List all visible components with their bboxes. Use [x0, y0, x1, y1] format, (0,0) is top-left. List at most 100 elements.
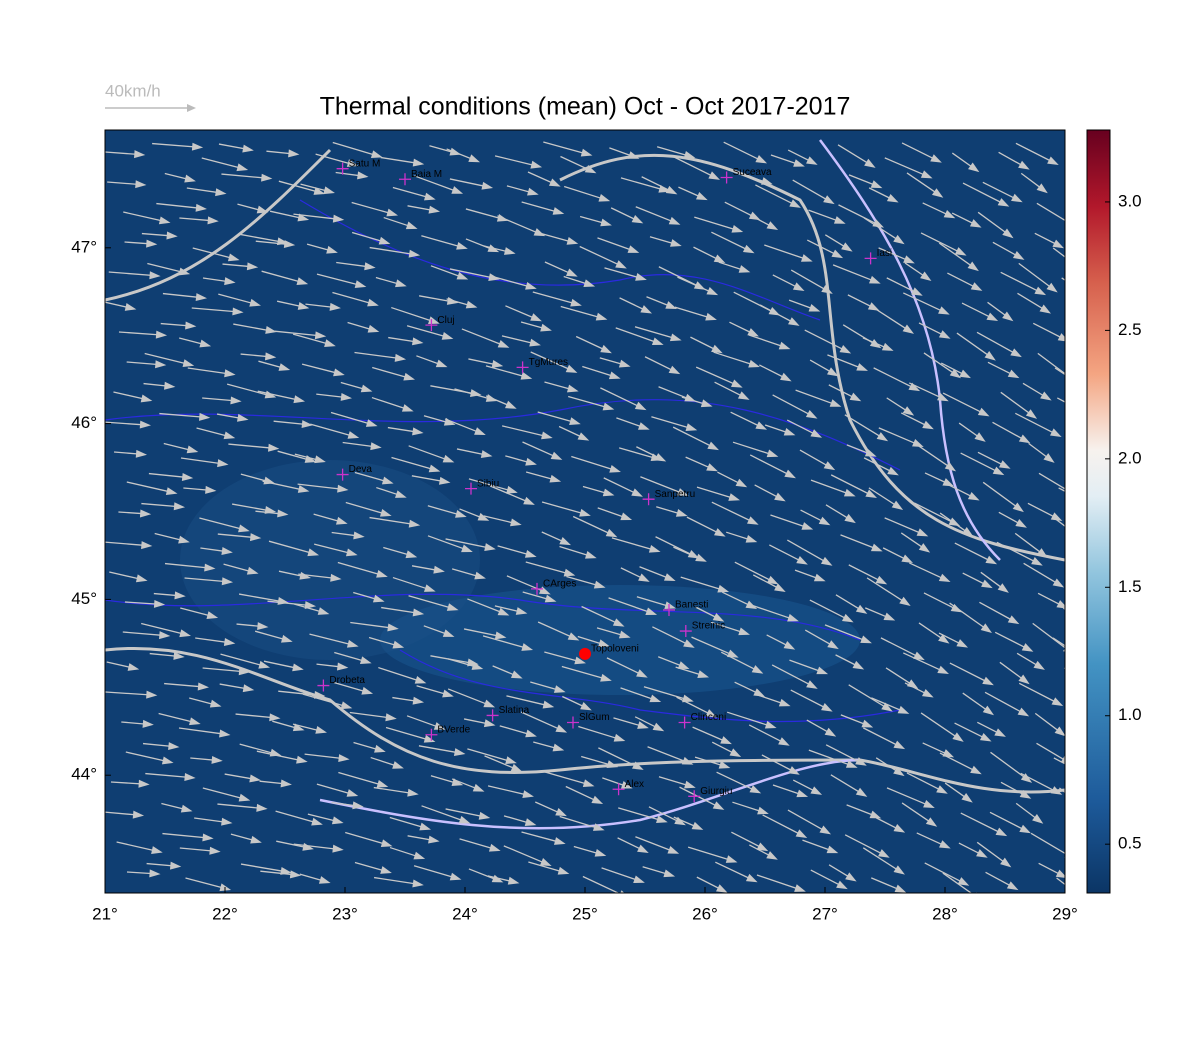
wind-arrow-head [881, 702, 893, 712]
wind-arrow-head [901, 554, 914, 563]
wind-arrow-head [574, 656, 586, 665]
wind-arrow [674, 156, 717, 179]
wind-arrow-head [478, 811, 491, 820]
wind-arrow [832, 264, 878, 283]
wind-arrow [1056, 397, 1065, 403]
wind-arrow-head [184, 773, 196, 781]
wind-arrow-head [774, 492, 786, 502]
wind-arrow [199, 517, 247, 531]
wind-arrow-head [757, 806, 769, 815]
wind-arrow-head [549, 474, 562, 483]
wind-arrow [351, 201, 395, 216]
wind-arrow-head [591, 795, 604, 804]
wind-arrow-head [1012, 502, 1024, 513]
wind-arrow [795, 389, 838, 407]
wind-arrow [687, 846, 734, 862]
wind-arrow [792, 179, 832, 203]
wind-arrow-head [938, 573, 951, 582]
wind-arrow-head [1055, 869, 1065, 878]
wind-arrow-head [942, 478, 955, 487]
wind-arrow-head [288, 149, 300, 158]
wind-arrow-head [682, 694, 694, 703]
wind-arrow-head [720, 736, 732, 745]
wind-arrow [672, 426, 716, 449]
city-marker [336, 468, 349, 481]
wind-arrow-head [1077, 265, 1088, 275]
wind-arrow [267, 600, 313, 607]
wind-arrow-head [969, 219, 982, 228]
wind-arrow-head [705, 709, 718, 718]
wind-arrow-head [1006, 881, 1019, 891]
wind-arrow-head [370, 442, 382, 451]
wind-arrow [297, 483, 345, 491]
wind-arrow [378, 666, 423, 683]
wind-arrow-head [242, 144, 254, 153]
wind-arrow-head [731, 224, 744, 233]
wind-arrow-head [774, 583, 786, 592]
wind-arrow-head [620, 890, 625, 893]
wind-arrow [582, 875, 620, 893]
city-label: Iasi [877, 248, 893, 259]
wind-arrow-head [413, 851, 426, 860]
wind-arrow [228, 443, 276, 450]
wind-arrow-head [1057, 333, 1065, 342]
wind-arrows [105, 141, 1088, 893]
wind-arrow [261, 270, 305, 284]
wind-arrow-head [577, 432, 590, 441]
wind-arrow-head [530, 313, 542, 322]
wind-arrow-head [683, 150, 696, 159]
wind-arrow [309, 633, 355, 647]
wind-arrow-head [796, 556, 808, 565]
wind-arrow-head [315, 726, 327, 734]
wind-arrow-head [627, 245, 640, 253]
wind-arrow-head [412, 696, 425, 705]
wind-arrow-head [976, 892, 978, 893]
wind-arrow [467, 748, 514, 763]
wind-arrow-head [833, 216, 846, 224]
wind-arrow-head [164, 381, 176, 390]
wind-arrow [1053, 757, 1065, 765]
wind-arrow-head [805, 409, 818, 419]
wind-arrow-head [986, 312, 999, 322]
wind-arrow [1036, 202, 1065, 222]
wind-arrow-head [920, 170, 933, 179]
wind-arrow-head [656, 815, 668, 824]
wind-arrow-head [864, 448, 877, 457]
city-marker [567, 716, 579, 729]
wind-arrow-head [480, 450, 493, 458]
wind-arrow [884, 517, 925, 536]
wind-arrow-head [820, 556, 833, 566]
wind-arrow [924, 862, 966, 885]
wind-arrow [949, 662, 991, 685]
wind-arrow-head [620, 781, 633, 789]
wind-arrow-head [706, 287, 719, 296]
wind-arrow-head [565, 364, 578, 373]
wind-arrow-head [347, 431, 360, 439]
wind-arrow-head [394, 353, 407, 362]
wind-arrow [732, 441, 775, 457]
wind-arrow [408, 595, 455, 610]
wind-arrow-head [766, 449, 779, 458]
wind-arrow [764, 244, 810, 261]
wind-arrow-head [922, 420, 934, 430]
wind-arrow-head [729, 748, 742, 757]
wind-arrow-head [718, 760, 731, 769]
wind-arrow-head [816, 666, 829, 675]
wind-arrow-head [451, 186, 464, 194]
wind-arrow-head [778, 698, 791, 707]
wind-arrow [862, 847, 902, 874]
wind-arrow-head [677, 661, 690, 670]
wind-arrow [221, 173, 269, 179]
wind-arrow-head [238, 793, 251, 802]
wind-arrow-head [1036, 183, 1048, 194]
wind-arrow-head [755, 421, 768, 430]
wind-arrow [1052, 247, 1065, 258]
wind-arrow-head [433, 565, 445, 574]
city-marker [531, 582, 543, 595]
city-marker [317, 679, 330, 692]
wind-arrow [293, 843, 340, 851]
wind-arrow-head [746, 516, 759, 525]
wind-arrow-head [182, 359, 195, 367]
wind-arrow-head [195, 203, 207, 212]
wind-arrow-head [380, 866, 392, 874]
